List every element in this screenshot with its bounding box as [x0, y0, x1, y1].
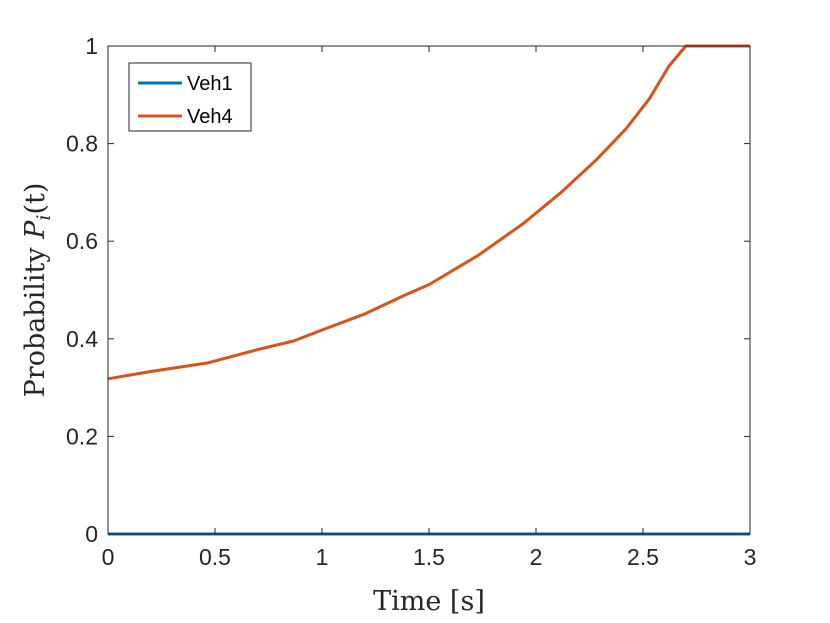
ticks-layer: 0 0.5 1 1.5 2 2.5 3 0 0.2 0.4 0.6 0.8 1 [66, 33, 756, 570]
x-tick-label: 2 [530, 544, 543, 570]
y-tick-label: 1 [85, 33, 98, 59]
y-axis-label: Probability Pi(t) [20, 183, 55, 398]
x-tick-label: 1 [316, 544, 329, 570]
x-tick-label: 0.5 [199, 544, 231, 570]
y-axis-label-text: Probability [20, 239, 51, 398]
y-axis-label-paren: (t) [20, 183, 51, 215]
series-line-veh4 [107, 44, 750, 381]
y-axis-label-math: P [20, 220, 51, 240]
y-tick-label: 0.4 [66, 326, 98, 352]
y-tick-label: 0.6 [66, 228, 98, 254]
legend-label-veh1: Veh1 [187, 73, 233, 95]
legend-box [128, 62, 252, 132]
y-tick-label: 0 [85, 521, 98, 547]
x-tick-label: 1.5 [413, 544, 445, 570]
legend: Veh1 Veh4 [128, 62, 252, 132]
x-axis-label: Time [s] [373, 586, 485, 617]
y-axis-label-sub: i [33, 215, 55, 221]
x-tick-label: 3 [744, 544, 757, 570]
y-tick-label: 0.2 [66, 423, 98, 449]
x-tick-label: 0 [102, 544, 115, 570]
y-tick-label: 0.8 [66, 131, 98, 157]
legend-label-veh4: Veh4 [187, 106, 233, 128]
x-tick-label: 2.5 [627, 544, 659, 570]
